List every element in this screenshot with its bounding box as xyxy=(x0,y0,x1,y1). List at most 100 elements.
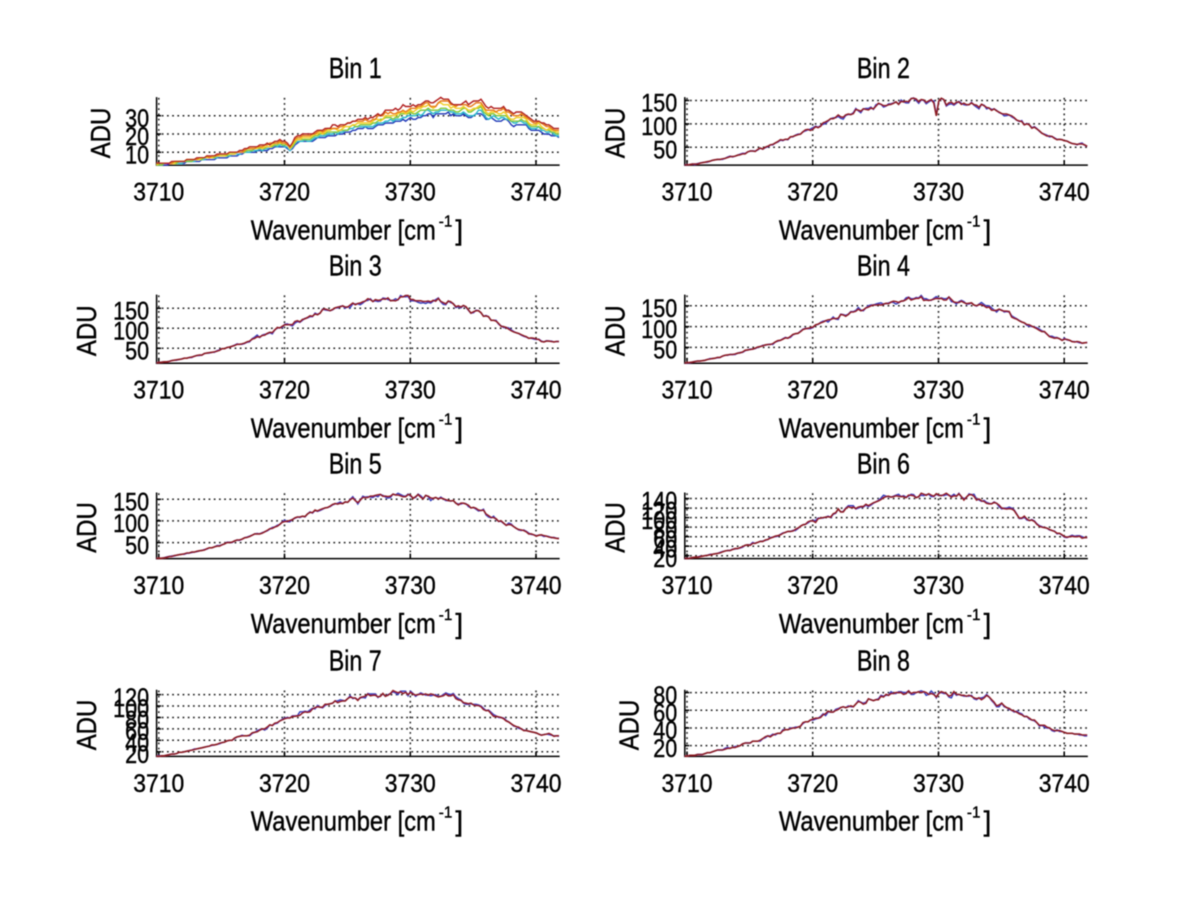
svg-text:3720: 3720 xyxy=(787,770,838,798)
svg-text:3710: 3710 xyxy=(133,770,184,798)
svg-text:60: 60 xyxy=(653,526,677,554)
svg-text:100: 100 xyxy=(113,510,149,538)
svg-text:80: 80 xyxy=(653,516,677,544)
svg-text:3740: 3740 xyxy=(1039,770,1090,798)
svg-text:3740: 3740 xyxy=(511,179,562,207)
svg-text:ADU: ADU xyxy=(599,108,630,159)
svg-text:40: 40 xyxy=(653,717,677,745)
svg-text:100: 100 xyxy=(641,507,677,535)
svg-text:Wavenumber [cm: Wavenumber [cm xyxy=(251,214,436,245)
svg-text:120: 120 xyxy=(641,497,677,525)
svg-text:Wavenumber [cm: Wavenumber [cm xyxy=(779,413,964,444)
svg-text:]: ] xyxy=(984,413,992,444)
svg-text:50: 50 xyxy=(125,338,149,366)
svg-text:80: 80 xyxy=(125,707,149,735)
svg-text:3740: 3740 xyxy=(1039,377,1090,405)
svg-text:3710: 3710 xyxy=(662,179,713,207)
svg-text:40: 40 xyxy=(653,535,677,563)
svg-text:-1: -1 xyxy=(439,213,453,230)
svg-text:100: 100 xyxy=(641,316,677,344)
svg-text:ADU: ADU xyxy=(71,502,102,553)
svg-text:Bin 2: Bin 2 xyxy=(857,53,910,85)
svg-text:3740: 3740 xyxy=(511,572,562,600)
svg-text:]: ] xyxy=(984,806,992,837)
svg-text:Wavenumber [cm: Wavenumber [cm xyxy=(779,214,964,245)
svg-text:]: ] xyxy=(455,806,463,837)
svg-text:3720: 3720 xyxy=(259,770,310,798)
svg-text:-1: -1 xyxy=(967,412,981,429)
svg-text:Wavenumber [cm: Wavenumber [cm xyxy=(251,608,436,639)
svg-text:3730: 3730 xyxy=(913,572,964,600)
svg-text:100: 100 xyxy=(641,113,677,141)
svg-text:100: 100 xyxy=(113,695,149,723)
svg-text:60: 60 xyxy=(653,700,677,728)
svg-text:Wavenumber [cm: Wavenumber [cm xyxy=(779,806,964,837)
svg-text:ADU: ADU xyxy=(85,108,116,159)
svg-text:3710: 3710 xyxy=(133,377,184,405)
svg-text:ADU: ADU xyxy=(599,502,630,553)
svg-text:3710: 3710 xyxy=(662,377,713,405)
svg-text:3730: 3730 xyxy=(385,179,436,207)
svg-text:-1: -1 xyxy=(439,607,453,624)
svg-text:3740: 3740 xyxy=(511,770,562,798)
svg-text:80: 80 xyxy=(653,682,677,710)
svg-text:20: 20 xyxy=(653,545,677,573)
svg-text:3740: 3740 xyxy=(511,377,562,405)
svg-text:100: 100 xyxy=(113,318,149,346)
svg-text:40: 40 xyxy=(125,730,149,758)
svg-text:Bin 4: Bin 4 xyxy=(857,251,910,283)
svg-text:Wavenumber [cm: Wavenumber [cm xyxy=(251,413,436,444)
svg-text:Bin 5: Bin 5 xyxy=(329,448,382,480)
svg-text:]: ] xyxy=(984,608,992,639)
svg-text:3730: 3730 xyxy=(913,377,964,405)
svg-text:3730: 3730 xyxy=(385,770,436,798)
svg-text:150: 150 xyxy=(641,90,677,118)
svg-text:150: 150 xyxy=(641,295,677,323)
svg-text:]: ] xyxy=(455,413,463,444)
svg-text:150: 150 xyxy=(113,489,149,517)
svg-text:]: ] xyxy=(455,214,463,245)
svg-text:50: 50 xyxy=(653,136,677,164)
svg-text:3710: 3710 xyxy=(662,572,713,600)
svg-text:3710: 3710 xyxy=(662,770,713,798)
svg-text:10: 10 xyxy=(125,142,149,170)
svg-text:50: 50 xyxy=(653,337,677,365)
svg-text:Bin 7: Bin 7 xyxy=(329,646,382,678)
svg-text:ADU: ADU xyxy=(599,306,630,357)
svg-text:-1: -1 xyxy=(967,213,981,230)
svg-text:ADU: ADU xyxy=(71,700,102,751)
svg-text:20: 20 xyxy=(653,735,677,763)
svg-text:60: 60 xyxy=(125,718,149,746)
svg-text:]: ] xyxy=(455,608,463,639)
svg-text:120: 120 xyxy=(113,684,149,712)
svg-text:3740: 3740 xyxy=(1039,572,1090,600)
svg-text:-1: -1 xyxy=(439,805,453,822)
svg-text:]: ] xyxy=(984,214,992,245)
svg-text:3730: 3730 xyxy=(913,770,964,798)
svg-text:Bin 3: Bin 3 xyxy=(329,251,382,283)
svg-text:3720: 3720 xyxy=(787,179,838,207)
svg-text:3710: 3710 xyxy=(133,179,184,207)
svg-text:Bin 1: Bin 1 xyxy=(329,53,382,85)
svg-text:20: 20 xyxy=(125,741,149,769)
svg-text:Bin 8: Bin 8 xyxy=(857,646,910,678)
svg-text:3720: 3720 xyxy=(259,572,310,600)
svg-text:30: 30 xyxy=(125,105,149,133)
svg-text:3720: 3720 xyxy=(259,377,310,405)
svg-text:50: 50 xyxy=(125,532,149,560)
svg-text:Wavenumber [cm: Wavenumber [cm xyxy=(779,608,964,639)
svg-text:-1: -1 xyxy=(439,412,453,429)
svg-text:3720: 3720 xyxy=(787,377,838,405)
svg-text:140: 140 xyxy=(641,488,677,516)
svg-text:20: 20 xyxy=(125,123,149,151)
svg-text:3740: 3740 xyxy=(1039,179,1090,207)
svg-text:150: 150 xyxy=(113,298,149,326)
svg-text:3720: 3720 xyxy=(259,179,310,207)
svg-text:Wavenumber [cm: Wavenumber [cm xyxy=(251,806,436,837)
svg-text:3730: 3730 xyxy=(913,179,964,207)
svg-text:Bin 6: Bin 6 xyxy=(857,448,910,480)
svg-text:-1: -1 xyxy=(967,607,981,624)
svg-text:ADU: ADU xyxy=(71,306,102,357)
svg-text:-1: -1 xyxy=(967,805,981,822)
svg-text:3710: 3710 xyxy=(133,572,184,600)
